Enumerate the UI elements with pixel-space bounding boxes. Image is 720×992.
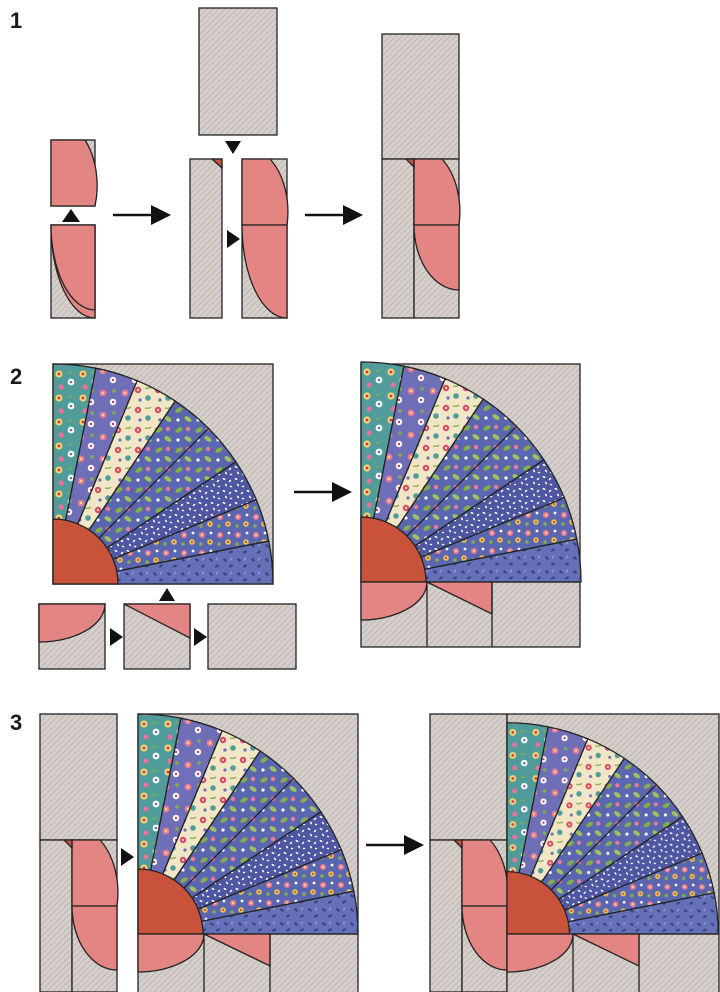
triangle-pointer-icon (194, 628, 207, 646)
triangle-pointer-icon (110, 628, 123, 646)
step-3-result-block (430, 714, 719, 992)
triangle-pointer-icon (121, 848, 134, 866)
arrow-right-icon (113, 205, 171, 225)
arrow-right-icon (294, 482, 352, 502)
step-3-fan-block (138, 714, 358, 992)
step-2-result-block (361, 362, 581, 647)
step-1-unit-a (51, 140, 97, 318)
step-1-unit-result (382, 34, 460, 318)
step-3-side-strip (40, 714, 118, 992)
triangle-pointer-icon (227, 230, 240, 248)
step-2-fan-block (53, 364, 273, 584)
step-1-unit-b (190, 8, 288, 318)
triangle-pointer-icon (62, 209, 80, 222)
step-2-label: 2 (10, 364, 22, 389)
triangle-pointer-icon (159, 588, 175, 601)
step-1-label: 1 (10, 8, 22, 33)
arrow-right-icon (366, 835, 424, 855)
arrow-right-icon (305, 205, 363, 225)
triangle-pointer-icon (225, 141, 241, 154)
step-3-label: 3 (10, 710, 22, 735)
step-2-bottom-strip (39, 604, 296, 669)
